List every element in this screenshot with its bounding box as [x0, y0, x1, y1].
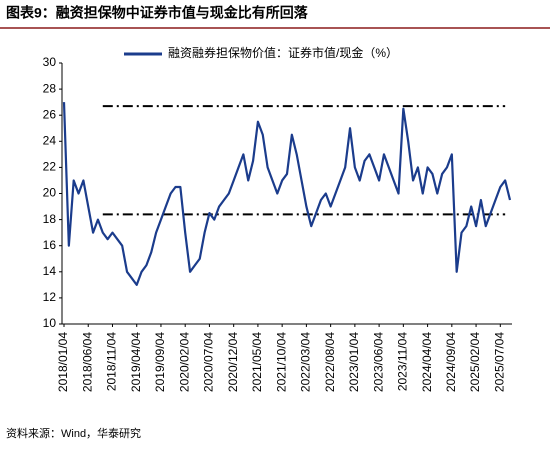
y-tick-label: 28 — [43, 81, 57, 95]
x-tick-label: 2019/04/04 — [129, 332, 143, 392]
x-tick-label: 2023/06/04 — [371, 332, 385, 392]
x-tick-label: 2025/07/04 — [492, 332, 506, 392]
x-tick-label: 2021/10/04 — [274, 332, 288, 392]
legend-label: 融资融券担保物价值：证券市值/现金（%） — [168, 45, 398, 60]
y-tick-label: 26 — [43, 107, 57, 121]
x-tick-label: 2022/03/04 — [299, 332, 313, 392]
x-tick-label: 2023/11/04 — [396, 332, 410, 391]
chart-title: 图表9：融资担保物中证券市值与现金比有所回落 — [6, 5, 309, 21]
x-tick-label: 2025/02/04 — [468, 332, 482, 392]
y-tick-label: 20 — [43, 186, 57, 200]
y-tick-label: 24 — [43, 133, 57, 147]
x-tick-label: 2020/12/04 — [226, 332, 240, 392]
y-tick-label: 10 — [43, 316, 57, 330]
x-tick-label: 2018/01/04 — [56, 332, 70, 392]
x-tick-label: 2024/09/04 — [444, 332, 458, 392]
x-tick-label: 2018/06/04 — [80, 332, 94, 392]
y-tick-label: 12 — [43, 290, 57, 304]
x-tick-label: 2021/05/04 — [250, 332, 264, 392]
x-tick-label: 2020/02/04 — [177, 332, 191, 392]
x-tick-label: 2023/01/04 — [347, 332, 361, 392]
x-tick-label: 2024/04/04 — [420, 332, 434, 392]
x-tick-label: 2019/09/04 — [153, 332, 167, 392]
y-tick-label: 18 — [43, 212, 57, 226]
y-tick-label: 16 — [43, 238, 57, 252]
x-tick-label: 2020/07/04 — [202, 332, 216, 392]
y-tick-label: 22 — [43, 160, 57, 174]
y-tick-label: 14 — [43, 264, 57, 278]
x-tick-label: 2018/11/04 — [105, 332, 119, 391]
source: 资料来源：Wind，华泰研究 — [6, 426, 141, 440]
data-line — [62, 102, 512, 286]
x-tick-label: 2022/08/04 — [323, 332, 337, 392]
y-tick-label: 30 — [43, 55, 57, 69]
